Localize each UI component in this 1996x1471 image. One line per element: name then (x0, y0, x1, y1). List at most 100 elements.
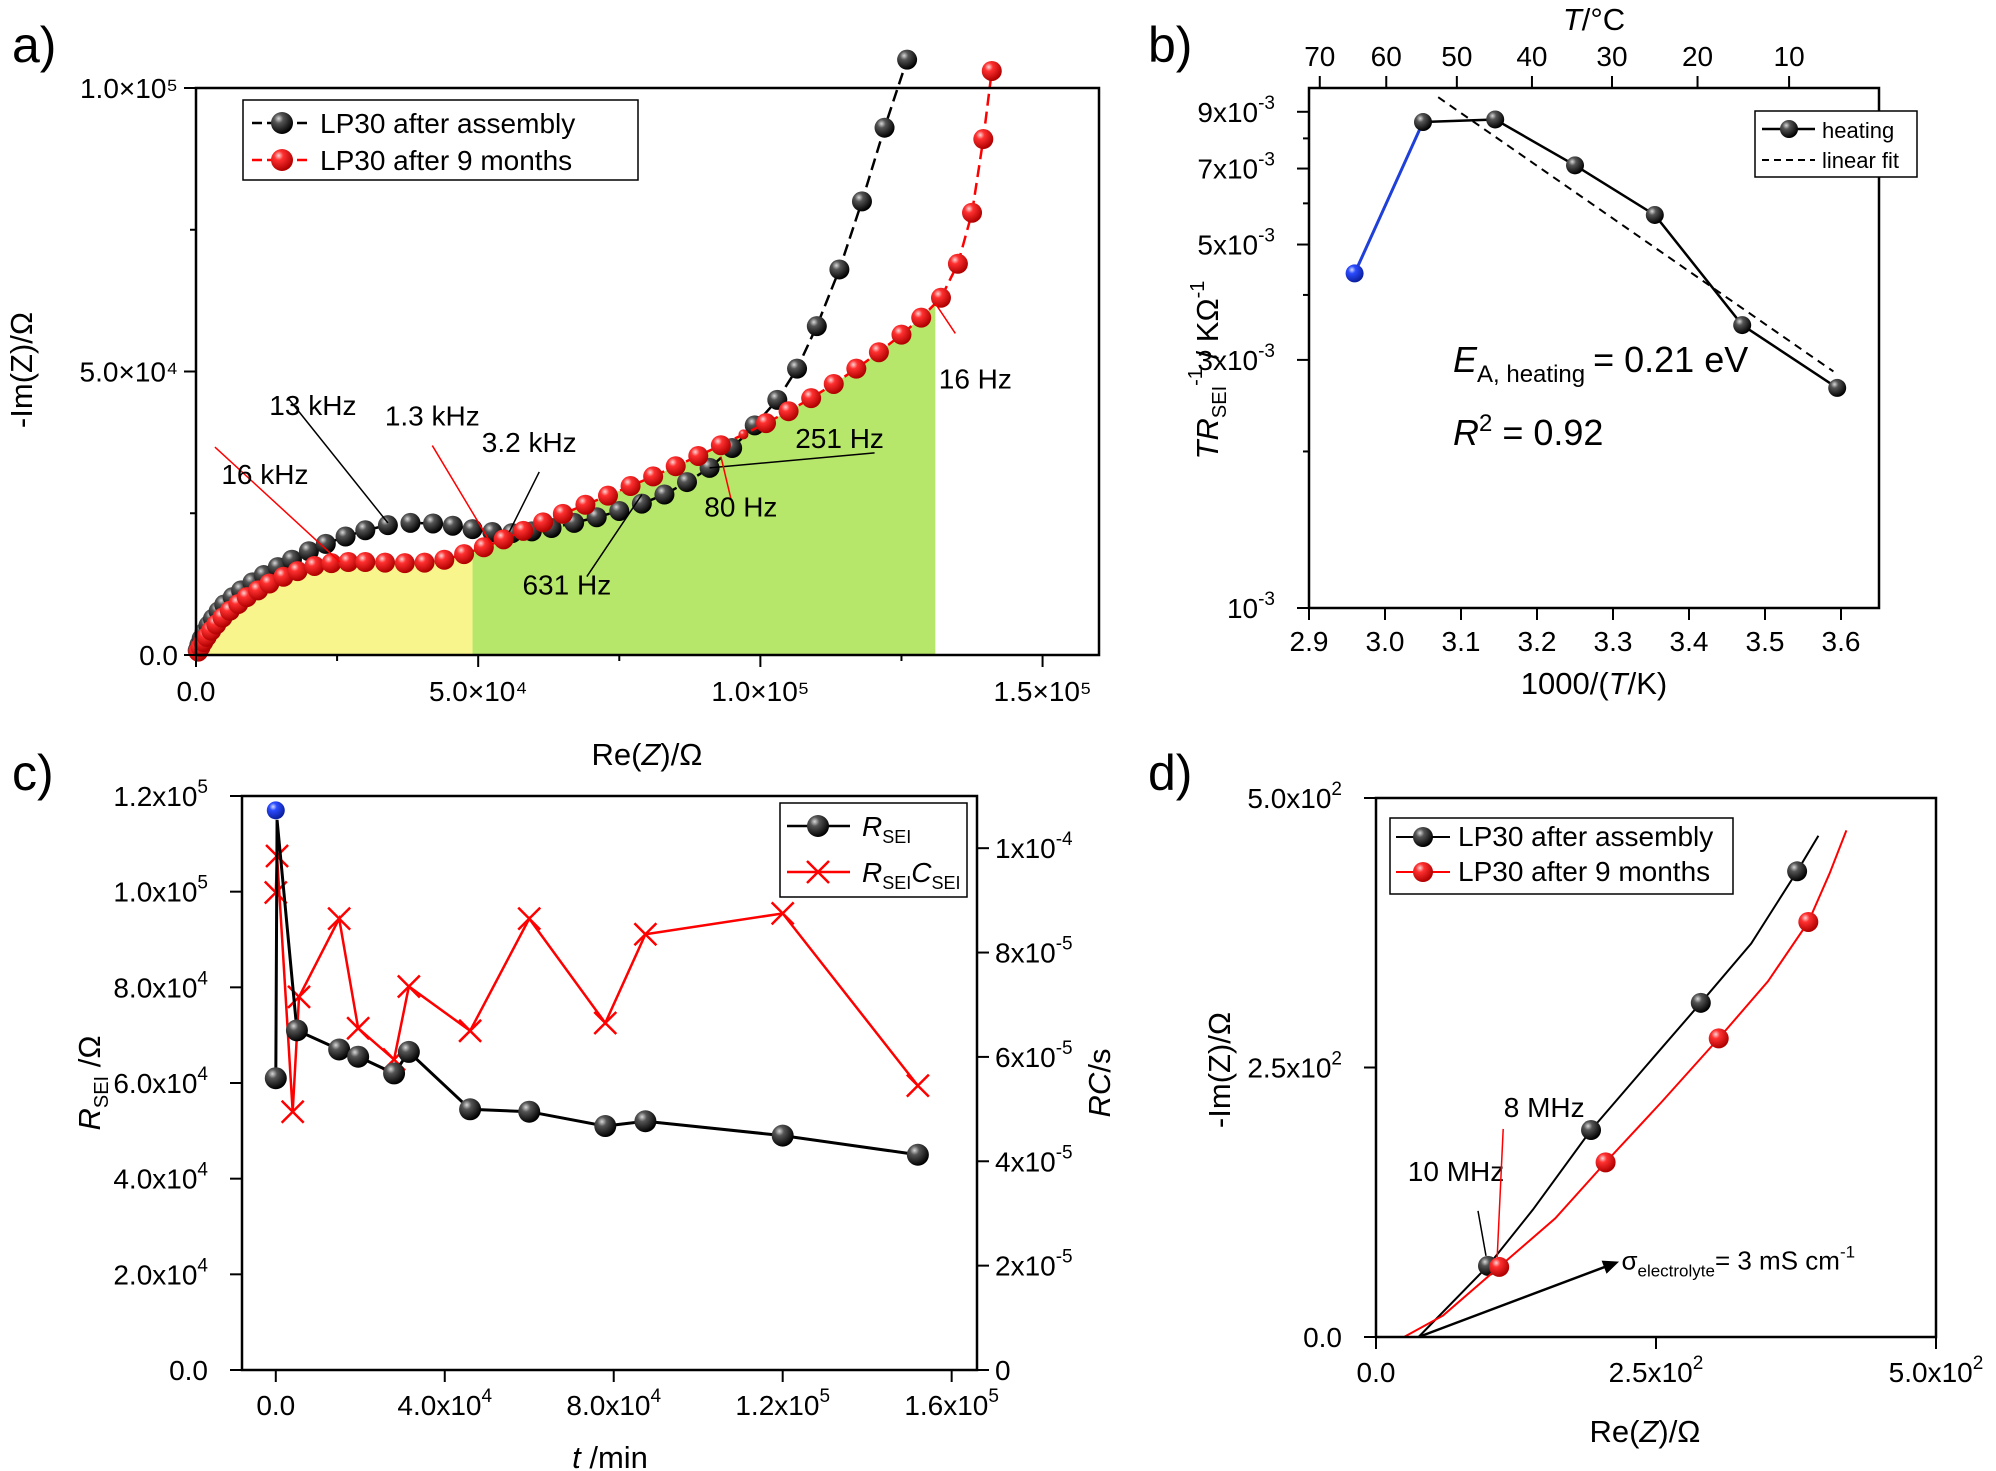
panel-letter-c: c) (12, 745, 54, 801)
panel-a-legend: LP30 after assembly LP30 after 9 months (242, 99, 639, 181)
data-point (493, 529, 514, 550)
rsei-point (906, 1143, 929, 1166)
data-point (355, 552, 376, 573)
rsei-point (594, 1115, 617, 1138)
y-tick-label: 1.2x105 (113, 777, 208, 812)
top-tick-label: 30 (1596, 41, 1627, 72)
r-squared-label: R2 = 0.92 (1453, 410, 1603, 453)
legend-label-heating: heating (1822, 118, 1894, 143)
x-tick-label: 2.9 (1290, 626, 1329, 657)
data-point (738, 429, 749, 440)
legend-label-assembly: LP30 after assembly (320, 108, 575, 139)
legend-marker-black (271, 112, 293, 134)
data-point (552, 503, 573, 524)
top-tick-label: 40 (1516, 41, 1547, 72)
x-tick-label: 3.1 (1442, 626, 1481, 657)
rc-marker (458, 1018, 482, 1043)
legend-label-d-9months: LP30 after 9 months (1458, 856, 1710, 887)
panel-letter-d: d) (1148, 745, 1192, 801)
data-point (414, 552, 435, 573)
legend-label-rsei: RSEI (862, 811, 911, 847)
x-tick-label: 8.0x104 (566, 1386, 661, 1421)
panel-a-y-axis-label: -Im(Z)/Ω (4, 312, 39, 428)
top-tick-label: 50 (1441, 41, 1472, 72)
rsei-point (459, 1098, 482, 1121)
data-point (1708, 1028, 1729, 1049)
data-point (355, 520, 376, 541)
data-point (981, 60, 1002, 81)
y-tick-label: 5x10-3 (1197, 226, 1275, 261)
annotation-leader (508, 471, 540, 533)
annotation-label: 13 kHz (269, 390, 356, 421)
data-point (423, 513, 444, 534)
rsei-point (383, 1062, 406, 1085)
data-point (1595, 1152, 1616, 1173)
legend-marker-d-black (1413, 827, 1433, 847)
annotation-leader (586, 494, 643, 577)
y2-tick-label: 1x10-4 (995, 829, 1073, 864)
data-point (829, 259, 850, 280)
rsei-point (518, 1100, 541, 1123)
data-point (654, 484, 675, 505)
rc-marker (517, 906, 542, 931)
y-tick-label: 8.0x104 (113, 968, 208, 1003)
top-tick-label: 70 (1304, 41, 1335, 72)
legend-marker-rc (806, 860, 830, 884)
blue-segment (1353, 121, 1425, 275)
annotation-label: 3.2 kHz (482, 427, 577, 458)
rsei-point (285, 1019, 308, 1042)
data-point (454, 544, 475, 565)
y-tick-label: 5.0×10⁴ (80, 357, 178, 388)
x-tick-label: 1.2x105 (735, 1386, 830, 1421)
annotation-leader (287, 397, 389, 524)
legend-label-linear-fit: linear fit (1822, 148, 1899, 173)
x-tick-label: 2.5x102 (1609, 1353, 1704, 1388)
conductivity-arrowhead (1601, 1260, 1620, 1274)
rc-marker (346, 1016, 371, 1041)
heating-point (1645, 205, 1664, 224)
top-tick-label: 10 (1774, 41, 1805, 72)
data-point (394, 553, 415, 574)
top-tick-label: 20 (1682, 41, 1713, 72)
y-tick-label: 3x10-3 (1197, 341, 1275, 376)
panel-c-x-axis-label: t /min (572, 1440, 648, 1471)
data-point (801, 388, 822, 409)
rc-marker (905, 1073, 930, 1098)
heating-point (1733, 316, 1752, 335)
annotation-label: 251 Hz (795, 423, 884, 454)
blue-point (266, 801, 285, 820)
top-tick-label: 60 (1371, 41, 1402, 72)
data-point (377, 515, 398, 536)
x-tick-label: 4.0x104 (397, 1386, 492, 1421)
annotation-label: 1.3 kHz (385, 401, 480, 432)
data-point (304, 555, 325, 576)
y-tick-label: 1.0×10⁵ (80, 73, 178, 104)
series-line (1403, 829, 1848, 1338)
panel-b-arrhenius-chart: 2.9 3.0 3.1 3.2 3.3 3.4 3.5 3.6 70 60 50 40 30 20 10 10… (1185, 2, 1918, 701)
panel-d-x-axis-label: Re(Z)/Ω (1589, 1414, 1700, 1449)
x-tick-label: 3.0 (1366, 626, 1405, 657)
data-point (778, 401, 799, 422)
x-tick-label: 3.5 (1746, 626, 1785, 657)
y2-tick-label: 0 (995, 1355, 1011, 1386)
rsei-point (634, 1110, 657, 1133)
x-tick-label: 0.0 (1357, 1357, 1396, 1388)
data-point (677, 472, 698, 493)
panel-d-legend: LP30 after assembly LP30 after 9 months (1389, 817, 1734, 895)
heating-point (1566, 156, 1584, 175)
blue-point (1345, 264, 1364, 283)
data-point (973, 129, 994, 150)
heating-point (1486, 110, 1505, 129)
heating-point (1828, 378, 1847, 397)
data-point (1581, 1120, 1602, 1141)
y-tick-label: 1.0x105 (113, 873, 208, 908)
x-tick-label: 1.6x105 (904, 1386, 999, 1421)
x-tick-label: 3.3 (1594, 626, 1633, 657)
rc-line (274, 855, 919, 1112)
x-tick-label: 5.0x102 (1889, 1353, 1984, 1388)
panel-c-time-chart: 0.0 4.0x104 8.0x104 1.2x105 1.6x105 0.0 2.0x10… (72, 777, 1117, 1471)
annotation-leader (1496, 1128, 1504, 1257)
series-line (1417, 835, 1820, 1338)
